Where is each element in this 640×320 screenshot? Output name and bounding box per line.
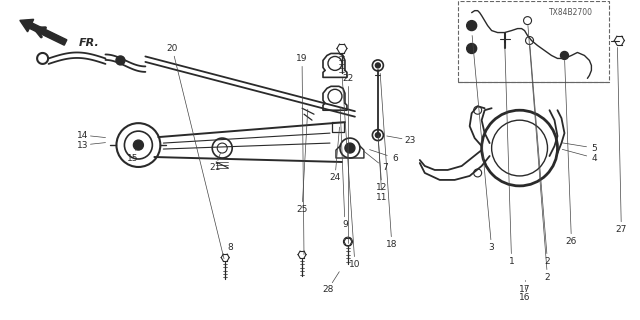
Text: 9: 9	[342, 220, 348, 229]
Text: TX84B2700: TX84B2700	[550, 8, 593, 17]
Circle shape	[561, 52, 568, 60]
Text: 3: 3	[489, 243, 495, 252]
Text: 24: 24	[330, 173, 340, 182]
Circle shape	[133, 140, 143, 150]
Text: 22: 22	[342, 74, 353, 83]
Text: 2: 2	[545, 273, 550, 282]
Circle shape	[345, 143, 355, 153]
Text: 1: 1	[509, 257, 515, 266]
Text: FR.: FR.	[79, 37, 99, 47]
Text: 8: 8	[227, 243, 233, 252]
Text: 2: 2	[545, 257, 550, 266]
Text: 10: 10	[349, 260, 361, 269]
Text: 20: 20	[166, 44, 178, 53]
Text: 7: 7	[382, 164, 388, 172]
Text: 15: 15	[127, 154, 138, 163]
Text: 13: 13	[77, 140, 88, 149]
Text: 17: 17	[519, 285, 531, 294]
Text: 27: 27	[616, 225, 627, 234]
Text: 19: 19	[296, 54, 308, 63]
Text: 16: 16	[519, 293, 531, 302]
Text: 12: 12	[376, 183, 388, 192]
Text: 14: 14	[77, 131, 88, 140]
FancyArrow shape	[20, 19, 67, 45]
Bar	[458, 1, 609, 82]
Circle shape	[467, 20, 477, 31]
Text: 21: 21	[209, 164, 221, 172]
Text: 23: 23	[404, 136, 415, 145]
Text: 18: 18	[386, 240, 397, 249]
Text: 25: 25	[296, 205, 308, 214]
Text: 4: 4	[591, 154, 597, 163]
Text: 5: 5	[591, 144, 597, 153]
Text: 26: 26	[566, 237, 577, 246]
Circle shape	[376, 63, 380, 68]
Circle shape	[116, 56, 125, 65]
Circle shape	[467, 44, 477, 53]
Circle shape	[376, 132, 380, 138]
Text: 28: 28	[323, 285, 333, 294]
Text: 11: 11	[376, 193, 388, 202]
Text: 6: 6	[392, 154, 397, 163]
